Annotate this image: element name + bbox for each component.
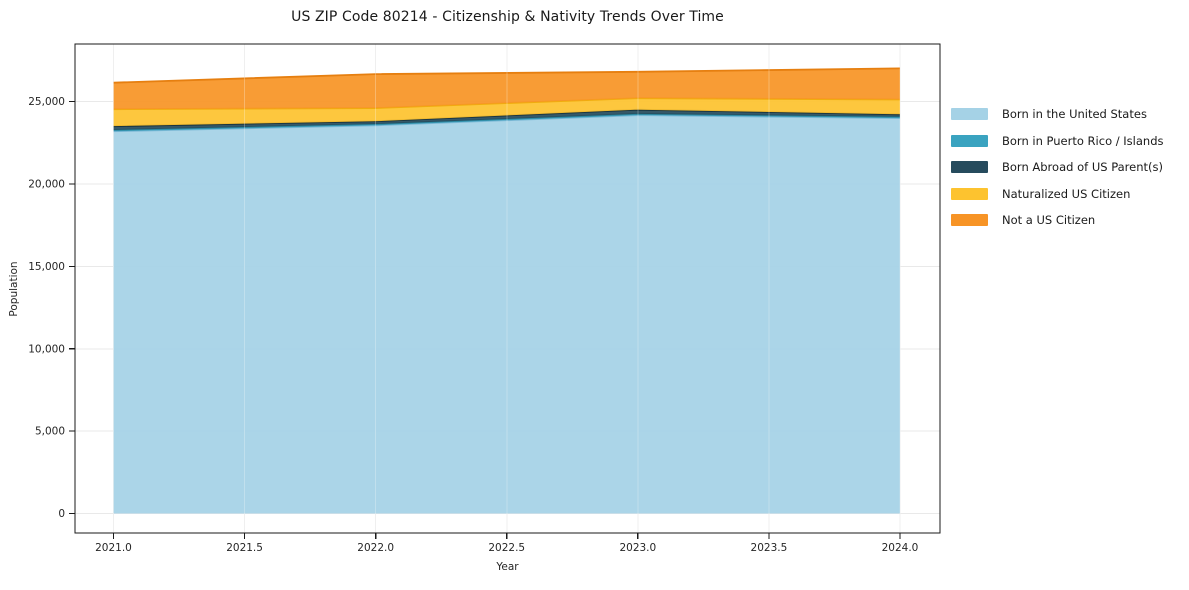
legend-label: Born Abroad of US Parent(s) — [1002, 160, 1163, 175]
x-tick-label: 2024.0 — [882, 542, 919, 554]
legend-label: Not a US Citizen — [1002, 213, 1096, 228]
legend-label: Naturalized US Citizen — [1002, 186, 1131, 201]
legend-label: Born in the United States — [1002, 107, 1147, 122]
area-series — [113, 109, 901, 130]
legend-label: Born in Puerto Rico / Islands — [1002, 133, 1164, 148]
x-tick-label: 2022.0 — [357, 542, 394, 554]
plot-frame — [74, 43, 941, 534]
y-tick-label: 25,000 — [28, 96, 65, 108]
x-tick-label: 2021.5 — [226, 542, 263, 554]
x-axis-title: Year — [496, 561, 519, 573]
chart-title: US ZIP Code 80214 - Citizenship & Nativi… — [291, 9, 724, 25]
legend-item: Naturalized US Citizen — [951, 181, 1164, 208]
legend-swatch — [951, 187, 988, 200]
legend-item: Born in the United States — [951, 101, 1164, 128]
y-tick-label: 10,000 — [28, 343, 65, 355]
area-series — [113, 98, 901, 127]
legend: Born in the United States Born in Puerto… — [951, 101, 1164, 234]
x-tick-label: 2023.5 — [751, 542, 788, 554]
legend-item: Born in Puerto Rico / Islands — [951, 128, 1164, 155]
x-tick-label: 2021.0 — [95, 542, 132, 554]
y-tick-label: 20,000 — [28, 179, 65, 191]
legend-swatch — [951, 214, 988, 227]
legend-swatch — [951, 161, 988, 174]
area-series — [113, 68, 901, 110]
x-tick-label: 2022.5 — [488, 542, 525, 554]
y-tick-label: 0 — [58, 508, 65, 520]
legend-item: Not a US Citizen — [951, 207, 1164, 234]
legend-swatch — [951, 134, 988, 147]
y-tick-label: 5,000 — [35, 426, 65, 438]
area-top-edge — [113, 67, 901, 84]
area-series — [113, 115, 901, 514]
x-tick-label: 2023.0 — [619, 542, 656, 554]
legend-swatch — [951, 108, 988, 121]
legend-item: Born Abroad of US Parent(s) — [951, 154, 1164, 181]
y-tick-label: 15,000 — [28, 261, 65, 273]
